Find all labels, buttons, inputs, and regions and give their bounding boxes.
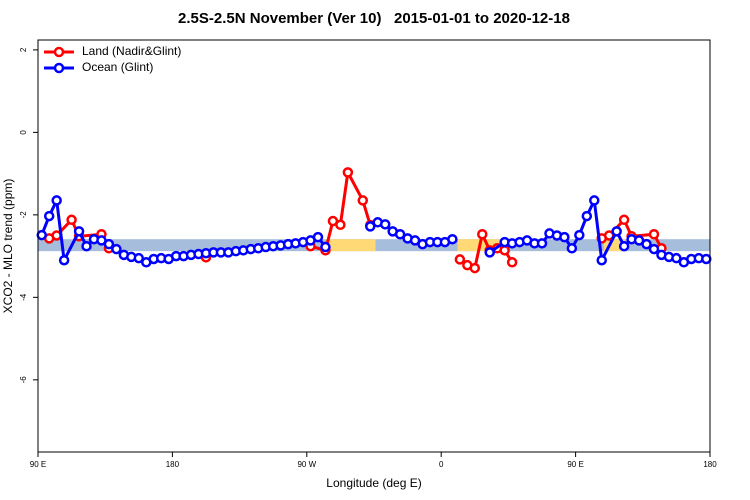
point [312,231,324,243]
point [701,253,712,265]
series-line [488,198,707,264]
point [51,195,62,206]
point [596,254,607,266]
point [469,262,481,274]
x-axis-label: Longitude (deg E) [326,476,421,490]
point [671,252,682,264]
band [326,239,376,252]
point [342,167,354,178]
point [103,238,115,250]
point [66,214,77,226]
point [559,231,570,243]
y-tick-label: 0 [19,130,28,135]
point [506,257,518,268]
point [581,210,593,222]
plot [36,167,712,274]
point [618,214,630,226]
band [603,239,625,252]
x-tick-label: 180 [166,460,180,469]
point [335,219,346,231]
point [641,238,652,250]
y-tick-label: -6 [19,376,28,384]
point [365,221,376,232]
point [566,243,578,254]
legend-label: Land (Nadir&Glint) [82,44,181,58]
band [457,239,506,252]
point [454,254,466,265]
point [499,245,510,256]
y-axis-label: XCO2 - MLO trend (ppm) [1,179,15,314]
legend-label: Ocean (Glint) [82,60,153,74]
chart-title: 2.5S-2.5N November (Ver 10) 2015-01-01 t… [178,10,570,27]
bands [38,239,710,252]
x-tick-label: 90 W [297,460,316,469]
legend-marker [53,46,65,58]
point [111,243,122,255]
legend-marker [53,62,65,74]
point [133,252,145,264]
point [574,229,585,241]
point [648,243,660,255]
x-tick-label: 90 E [30,460,46,469]
point [58,254,70,266]
point [648,228,660,240]
plot-frame [37,39,711,453]
point [477,228,488,240]
point [589,195,600,206]
x-tick-label: 180 [703,460,717,469]
point [81,240,92,252]
y-tick-label: -2 [19,211,28,219]
legend: Land (Nadir&Glint) Ocean (Glint) [44,44,181,74]
point [357,195,369,206]
point [379,219,391,230]
point [394,228,406,240]
point [36,229,47,241]
point [618,240,630,252]
point [447,233,458,245]
point [73,226,85,237]
y-tick-label: -4 [19,293,28,301]
y-tick-label: 2 [19,47,28,52]
point [536,238,548,249]
point [484,247,495,258]
point [611,226,622,237]
x-tick-label: 90 E [567,460,583,469]
x-tick-label: 0 [439,460,444,469]
point [43,210,55,222]
point [320,241,331,253]
